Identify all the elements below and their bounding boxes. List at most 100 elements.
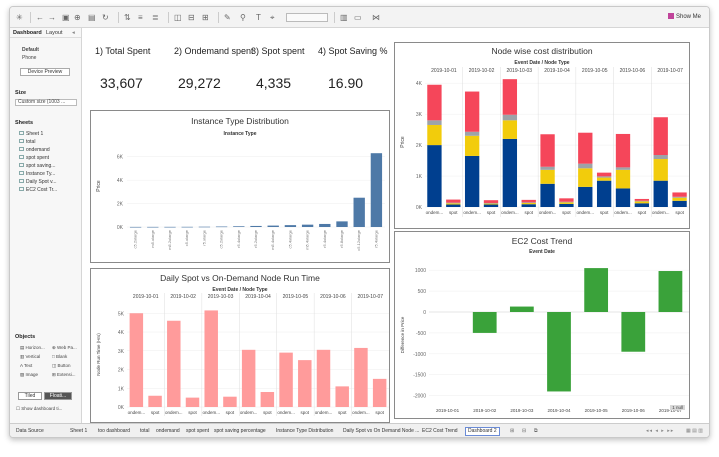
pin-icon[interactable]: ⚲ xyxy=(240,13,246,22)
stacked-bar-segment xyxy=(521,199,536,203)
x-tick-label: ondem... xyxy=(652,210,670,215)
redo-icon[interactable]: ↻ xyxy=(102,13,109,22)
tab-data-source[interactable]: Data Source xyxy=(16,428,44,434)
bar xyxy=(284,225,297,227)
save-icon[interactable]: ▣ xyxy=(62,13,70,22)
bar-chart-icon[interactable]: ▥ xyxy=(340,13,348,22)
new-dashboard-icon[interactable]: ⊟ xyxy=(522,428,527,434)
stacked-bar-segment xyxy=(653,117,668,155)
daily-runtime-panel: Daily Spot vs On-Demand Node Run Time Ev… xyxy=(90,268,390,423)
device-default[interactable]: Default xyxy=(22,47,39,53)
object-image[interactable]: ▨ Image xyxy=(20,372,39,377)
stacked-bar-segment xyxy=(502,138,518,207)
show-me-button[interactable]: Show Me xyxy=(667,13,701,22)
stacked-bar-segment xyxy=(446,202,461,204)
sort-desc-icon[interactable]: ≣ xyxy=(152,13,159,22)
stacked-bar-segment xyxy=(521,202,536,205)
swap-icon[interactable]: ⇅ xyxy=(124,13,131,22)
grid-view-icon[interactable]: ▦ ▤ ▥ xyxy=(686,428,703,434)
x-tick-label: spot xyxy=(449,210,458,215)
sheet-tab[interactable]: EC2 Cost Trend xyxy=(422,428,458,434)
x-tick-label: ondem... xyxy=(315,410,333,415)
tab-dashboard[interactable]: Dashboard xyxy=(13,30,42,36)
pin-map-icon[interactable]: ⌖ xyxy=(270,13,275,22)
sheet-item[interactable]: spot saving... xyxy=(19,163,55,169)
sheet-tab[interactable]: Sheet 1 xyxy=(70,428,88,434)
sort-icon[interactable]: ≡ xyxy=(138,13,143,22)
stacked-bar-segment xyxy=(446,199,461,203)
device-preview-button[interactable]: Device Preview xyxy=(20,68,70,76)
y-axis-label: Price xyxy=(96,180,102,192)
ec2-cost-panel: EC2 Cost Trend Event Date 1000 500 0 -500 -1… xyxy=(394,231,690,419)
bar xyxy=(584,268,609,312)
dashboard-canvas: 1) Total Spent 2) Ondemand spent 3) Spot… xyxy=(82,28,709,423)
floating-button[interactable]: Floati... xyxy=(44,392,72,400)
presentation-icon[interactable]: ▭ xyxy=(354,13,362,22)
group-icon[interactable]: ◫ xyxy=(174,13,182,22)
tab-layout[interactable]: Layout xyxy=(46,30,63,36)
new-sheet-icon[interactable]: ⊞ xyxy=(510,428,515,434)
sheet-item[interactable]: EC2 Cost Tr... xyxy=(19,187,57,193)
sheet-tab[interactable]: ondemand xyxy=(156,428,180,434)
show-title-checkbox[interactable]: ☐ Show dashboard ti... xyxy=(16,406,63,411)
node-cost-panel: Node wise cost distribution Event Date /… xyxy=(394,42,690,229)
null-badge[interactable]: 1 null xyxy=(670,405,685,410)
object-web-page[interactable]: ⊕ Web Pa... xyxy=(52,345,77,350)
sheet-tab[interactable]: total xyxy=(140,428,150,434)
new-sheet-icon[interactable]: ▤ xyxy=(88,13,96,22)
x-tick-label: ondem... xyxy=(352,410,370,415)
sheet-item[interactable]: spot spent xyxy=(19,155,49,161)
label-icon[interactable]: ⊟ xyxy=(188,13,195,22)
x-tick-label: ondem... xyxy=(202,410,220,415)
sheet-item[interactable]: Instance Ty... xyxy=(19,171,55,177)
bar xyxy=(260,392,275,407)
object-button[interactable]: ◫ Button xyxy=(52,363,71,368)
sheet-item[interactable]: ondemand xyxy=(19,147,50,153)
sheet-item[interactable]: Daily Spot v... xyxy=(19,179,56,185)
size-select[interactable]: Custom size (1003 ... xyxy=(15,99,77,106)
stacked-bar-segment xyxy=(634,200,650,202)
sheet-item[interactable]: total xyxy=(19,139,35,145)
new-data-source-icon[interactable]: ⊕ xyxy=(74,13,81,22)
object-horizontal[interactable]: ▤ Horizon... xyxy=(20,345,45,350)
sheet-tab[interactable]: spot spent xyxy=(186,428,210,434)
sheet-icon xyxy=(19,131,24,135)
new-story-icon[interactable]: ⧉ xyxy=(534,428,538,434)
panel-title: EC2 Cost Trend xyxy=(511,236,573,246)
kpi-value: 16.90 xyxy=(328,75,364,91)
sheet-tab[interactable]: too dashboard xyxy=(98,428,130,434)
y-axis-label: Node Run Time (Hrs) xyxy=(96,333,101,376)
back-icon[interactable]: ← xyxy=(36,13,44,22)
y-tick-label: 1K xyxy=(416,174,423,180)
highlight-icon[interactable]: ✎ xyxy=(224,13,231,22)
sheet-tab[interactable]: Daily Spot vs On Demand Node ... xyxy=(343,428,420,434)
device-phone[interactable]: Phone xyxy=(22,55,37,61)
tiled-button[interactable]: Tiled xyxy=(18,392,42,400)
fit-select[interactable] xyxy=(286,13,328,22)
y-axis-label: Price xyxy=(400,136,406,148)
object-blank[interactable]: □ Blank xyxy=(52,354,68,359)
bar xyxy=(148,395,162,407)
tooltip-icon[interactable]: T xyxy=(256,13,261,22)
bar xyxy=(353,197,365,227)
object-vertical[interactable]: ▥ Vertical xyxy=(20,354,41,359)
forward-icon[interactable]: → xyxy=(48,13,56,22)
sheet-icon xyxy=(19,187,24,191)
collapse-icon[interactable]: ◂ xyxy=(72,30,75,36)
pager-arrows-icon[interactable]: ◂◂ ◂ ▸ ▸▸ xyxy=(646,428,675,434)
share-icon[interactable]: ⋈ xyxy=(372,13,380,22)
sheet-tab-active[interactable]: Dashboard 2 xyxy=(465,427,500,436)
fix-axes-icon[interactable]: ⊞ xyxy=(202,13,209,22)
date-header: 2019-10-04 xyxy=(245,294,271,300)
kpi-title: 2) Ondemand spent xyxy=(174,46,254,56)
sheet-icon xyxy=(19,155,24,159)
sheet-tab[interactable]: Instance Type Distribution xyxy=(276,428,334,434)
sheet-item[interactable]: Sheet 1 xyxy=(19,131,43,137)
x-tick-label: c5.2xlarge xyxy=(133,229,138,248)
size-heading: Size xyxy=(15,90,27,96)
object-extension[interactable]: ⊞ Extensi... xyxy=(52,372,76,377)
stacked-bar-segment xyxy=(578,163,593,169)
sheet-tab[interactable]: spot saving percentage xyxy=(214,428,266,434)
object-text[interactable]: A Text xyxy=(20,363,33,368)
y-tick-label: 0K xyxy=(117,225,124,231)
